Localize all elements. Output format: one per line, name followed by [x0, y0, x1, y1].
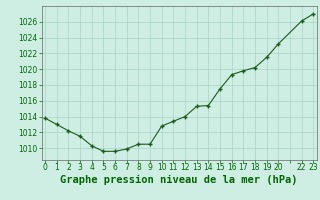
X-axis label: Graphe pression niveau de la mer (hPa): Graphe pression niveau de la mer (hPa)	[60, 175, 298, 185]
